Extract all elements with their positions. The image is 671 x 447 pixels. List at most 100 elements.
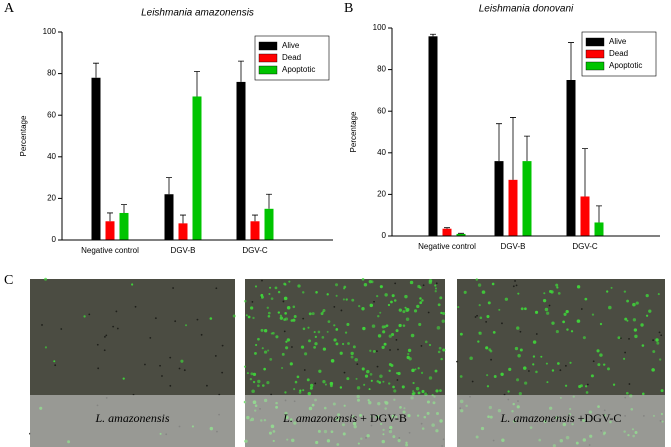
fluorescent-cell: [327, 320, 331, 324]
fluorescent-cell: [417, 391, 421, 395]
fluorescent-cell: [382, 330, 386, 334]
fluorescent-cell: [459, 332, 463, 336]
fluorescent-cell: [267, 349, 270, 352]
dark-speck: [115, 310, 118, 313]
dark-speck: [88, 313, 91, 316]
dark-speck: [144, 363, 146, 366]
bar: [428, 36, 438, 236]
dark-speck: [512, 285, 515, 288]
y-tick-label: 60: [47, 110, 56, 119]
y-tick-label: 100: [43, 27, 57, 36]
panel-label: B: [344, 1, 353, 16]
dark-speck: [221, 371, 224, 374]
fluorescent-cell: [407, 348, 412, 353]
fluorescent-cell: [297, 284, 301, 288]
fluorescent-cell: [355, 377, 358, 380]
legend-label: Alive: [282, 41, 300, 50]
fluorescent-cell: [361, 307, 365, 311]
dark-speck: [592, 360, 595, 363]
fluorescent-cell: [419, 297, 422, 300]
fluorescent-cell: [209, 317, 213, 320]
fluorescent-cell: [518, 392, 522, 396]
fluorescent-cell: [309, 383, 314, 388]
fluorescent-cell: [564, 384, 568, 387]
fluorescent-cell: [555, 330, 559, 334]
fluorescent-cell: [632, 318, 637, 322]
fluorescent-cell: [540, 355, 543, 358]
fluorescent-cell: [257, 384, 260, 388]
fluorescent-cell: [405, 317, 410, 321]
dark-speck: [660, 334, 663, 337]
error-bar: [93, 62, 99, 78]
fluorescent-cell: [308, 312, 312, 316]
bar: [264, 208, 274, 240]
dark-speck: [214, 355, 217, 357]
fluorescent-cell: [252, 380, 256, 384]
fluorescent-cell: [292, 305, 296, 309]
panel-label: C: [4, 273, 13, 288]
fluorescent-cell: [307, 391, 312, 396]
fluorescent-cell: [569, 361, 572, 364]
fluorescent-cell: [404, 306, 407, 309]
fluorescent-cell: [333, 338, 337, 342]
dark-speck: [356, 363, 359, 366]
fluorescent-cell: [293, 314, 297, 318]
fluorescent-cell: [408, 357, 412, 361]
fluorescent-cell: [565, 309, 569, 314]
dark-speck: [104, 335, 106, 338]
fluorescent-cell: [410, 333, 415, 338]
fluorescent-cell: [284, 312, 287, 315]
fluorescent-cell: [658, 358, 662, 361]
fluorescent-cell: [556, 286, 559, 289]
fluorescent-cell: [417, 367, 420, 370]
fluorescent-cell: [608, 305, 612, 310]
fluorescent-cell: [479, 316, 483, 320]
dark-speck: [174, 320, 177, 323]
dark-speck: [559, 369, 562, 372]
fluorescent-cell: [402, 324, 406, 327]
legend-swatch: [585, 49, 605, 59]
fluorescent-cell: [250, 372, 254, 376]
fluorescent-cell: [398, 323, 402, 328]
error-bar: [458, 232, 464, 234]
dark-speck: [471, 380, 474, 383]
fluorescent-cell: [333, 324, 336, 327]
dark-speck: [456, 360, 458, 363]
fluorescent-cell: [566, 328, 569, 331]
fluorescent-cell: [346, 322, 350, 326]
fluorescent-cell: [481, 290, 486, 294]
fluorescent-cell: [385, 324, 389, 327]
fluorescent-cell: [523, 366, 527, 370]
fluorescent-cell: [435, 389, 439, 393]
fluorescent-cell: [131, 283, 134, 286]
fluorescent-cell: [371, 324, 376, 328]
dark-speck: [149, 336, 152, 339]
dark-speck: [112, 325, 115, 328]
dark-speck: [333, 306, 336, 308]
fluorescent-cell: [633, 328, 638, 332]
fluorescent-cell: [391, 294, 395, 298]
fluorescent-cell: [306, 378, 310, 382]
fluorescent-cell: [584, 297, 588, 301]
fluorescent-cell: [378, 381, 382, 384]
fluorescent-cell: [284, 391, 287, 394]
fluorescent-cell: [377, 314, 380, 318]
fluorescent-cell: [388, 334, 392, 338]
fluorescent-cell: [351, 298, 355, 302]
fluorescent-cell: [252, 372, 257, 376]
fluorescent-cell: [412, 381, 415, 385]
fluorescent-cell: [478, 303, 481, 307]
fluorescent-cell: [488, 348, 492, 352]
fluorescent-cell: [309, 386, 313, 390]
fluorescent-cell: [298, 391, 302, 394]
fluorescent-cell: [185, 324, 188, 327]
fluorescent-cell: [290, 319, 294, 322]
dark-speck: [422, 284, 425, 287]
dark-speck: [628, 383, 631, 385]
fluorescent-cell: [524, 307, 527, 311]
fluorescent-cell: [267, 314, 271, 318]
dark-speck: [200, 333, 203, 336]
chart-title: Leishmania donovani: [479, 4, 574, 15]
bar: [494, 161, 504, 236]
fluorescent-cell: [286, 338, 291, 342]
